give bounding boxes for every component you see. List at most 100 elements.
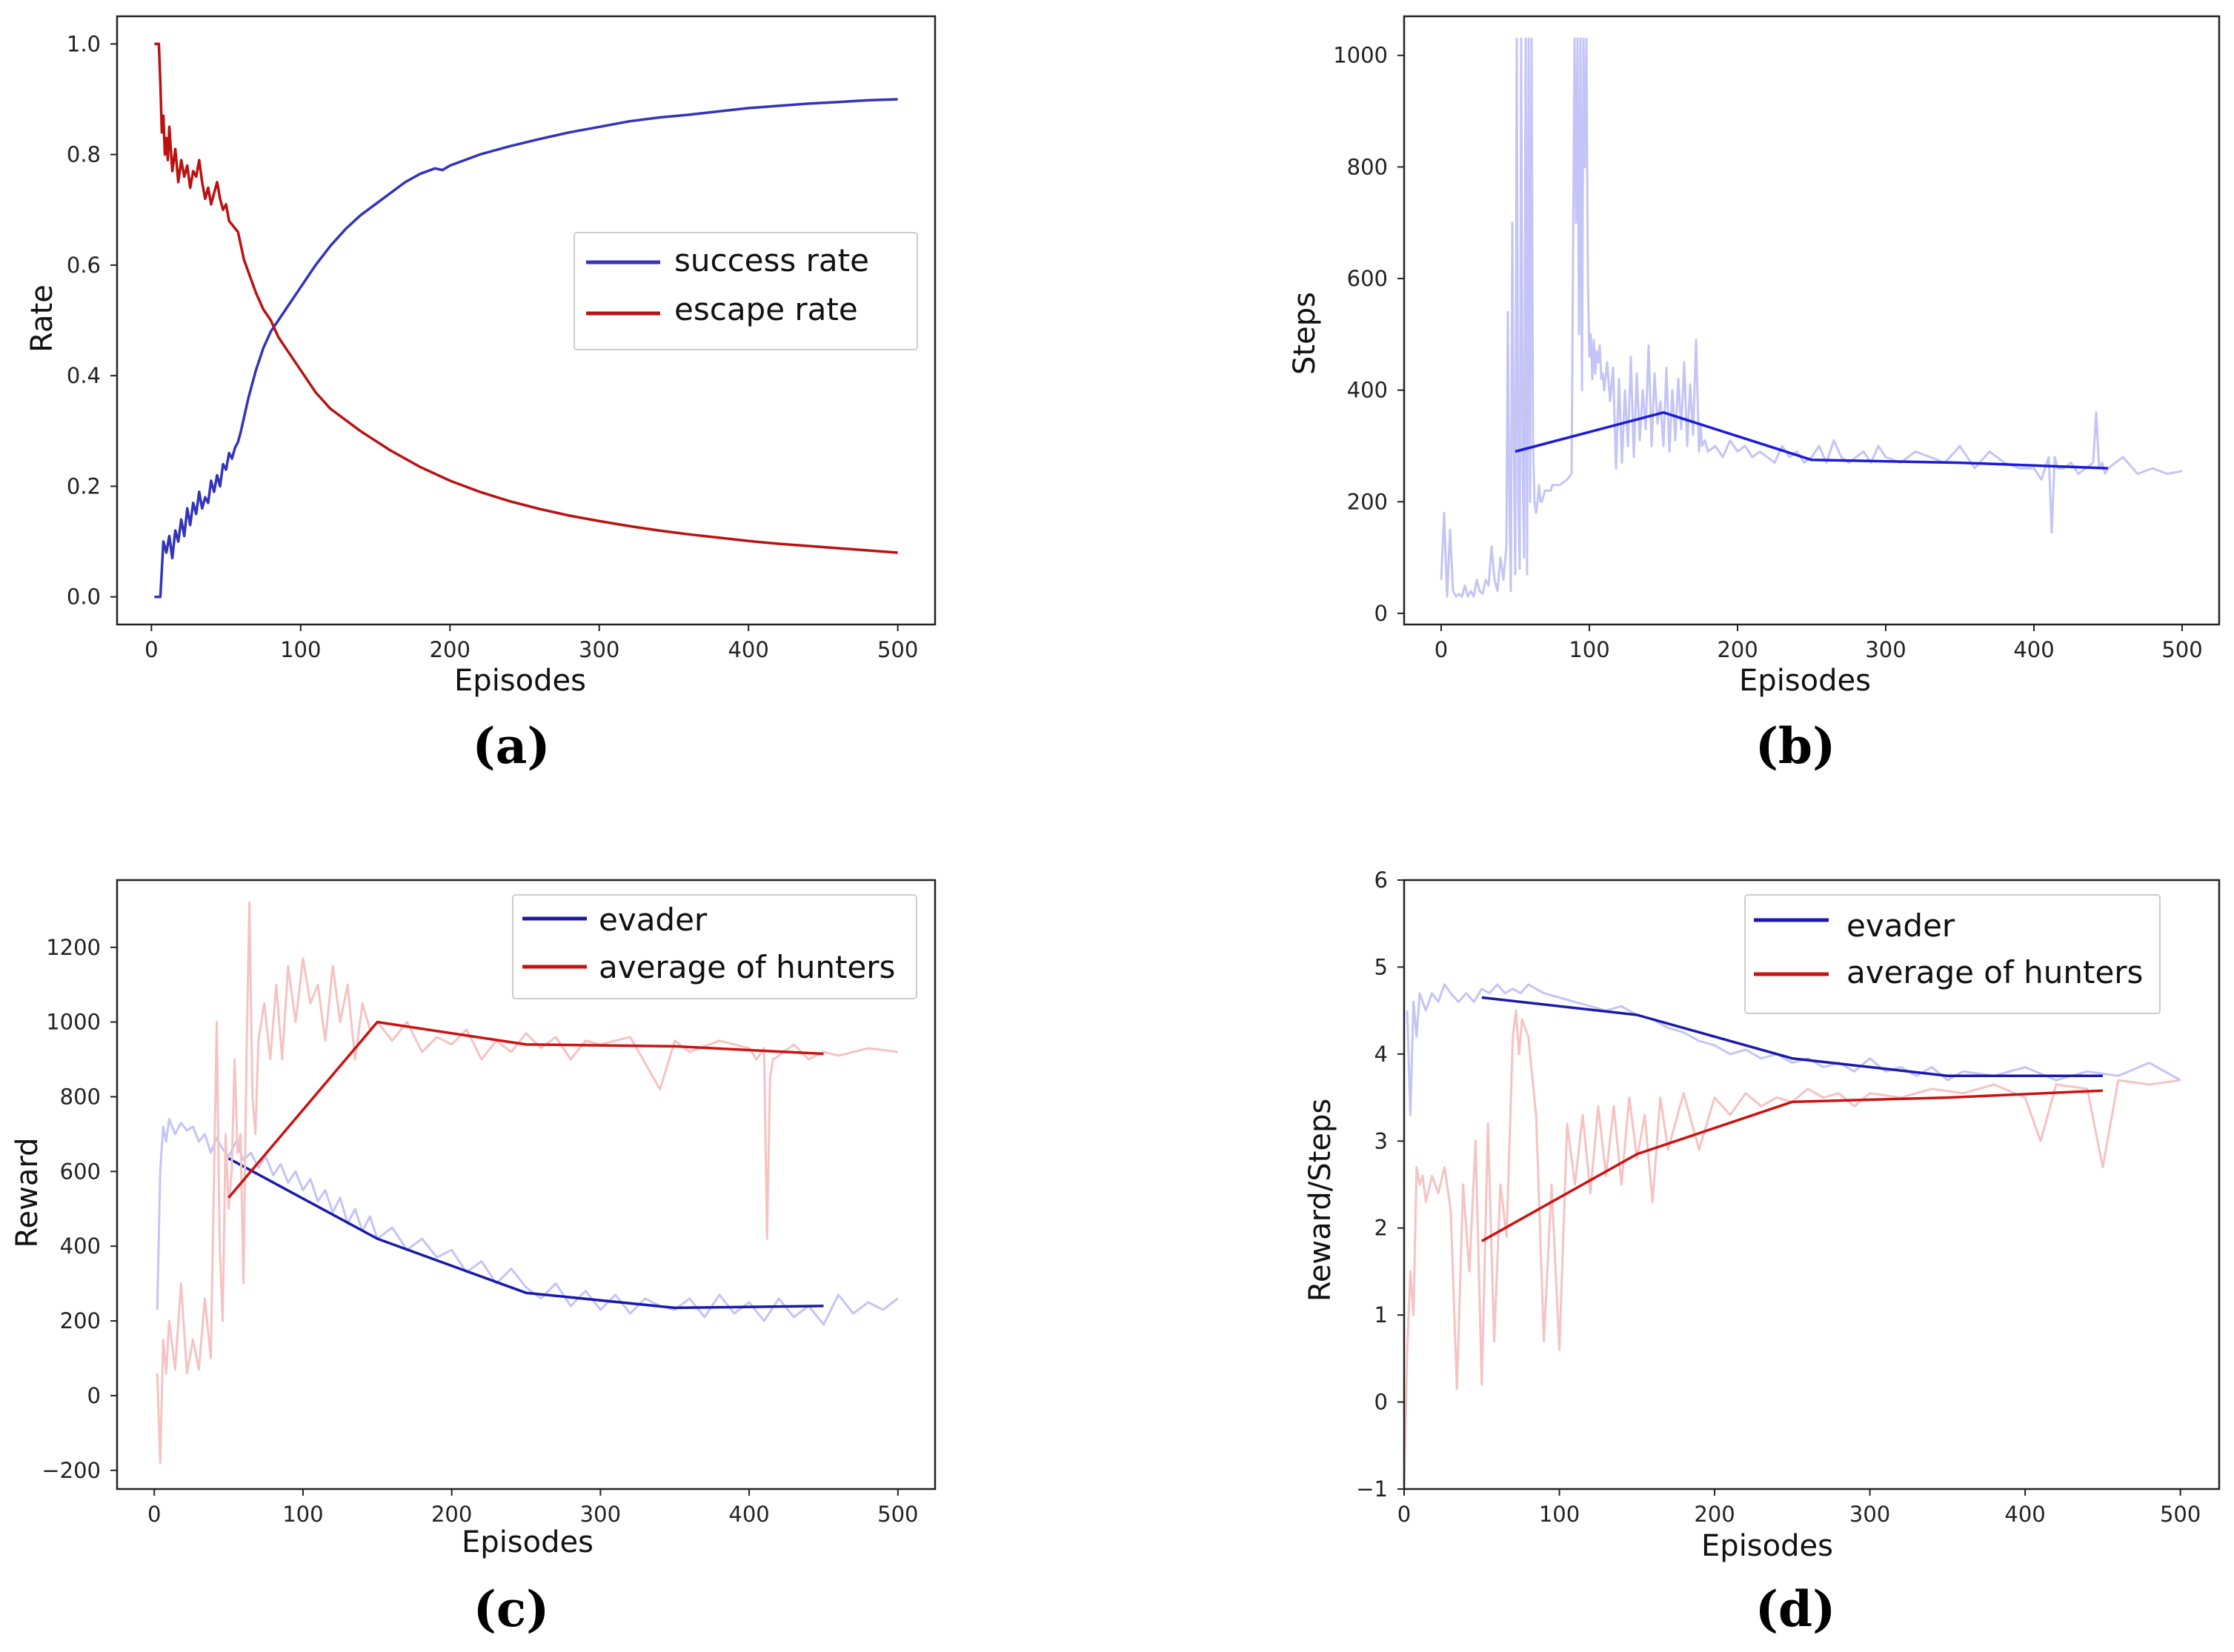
y-tick-label: 2 (1374, 1216, 1388, 1241)
legend: evader average of hunters (512, 894, 917, 999)
series-line-hunters-raw (156, 901, 898, 1465)
x-tick-label: 500 (877, 1502, 918, 1527)
y-tick-label: 6 (1374, 867, 1388, 893)
legend-label-success-rate: success rate (674, 242, 869, 279)
x-tick-label: 400 (2004, 1502, 2045, 1527)
y-tick-label: 0.4 (67, 363, 101, 388)
x-tick-label: 0 (1397, 1502, 1411, 1527)
legend-box (512, 894, 917, 999)
x-tick-label: 300 (1865, 637, 1906, 662)
x-tick-label: 400 (728, 637, 768, 662)
y-axis: 0 200 400 600 800 1000 (1333, 43, 1404, 626)
y-axis-label: Rate (25, 284, 59, 353)
x-axis: 0 100 200 300 400 500 (147, 1489, 918, 1527)
y-axis-label: Reward/Steps (1303, 1099, 1337, 1302)
y-tick-label: 400 (60, 1233, 101, 1259)
legend-label-average-of-hunters: average of hunters (599, 949, 895, 985)
y-tick-label: 0 (87, 1383, 101, 1408)
y-tick-label: 1.0 (67, 31, 101, 56)
x-tick-label: 200 (1694, 1502, 1735, 1527)
x-tick-label: 100 (282, 1502, 323, 1527)
y-tick-label: −1 (1356, 1476, 1388, 1502)
x-axis-label: Episodes (1701, 1529, 1833, 1563)
y-tick-label: 200 (1347, 489, 1388, 514)
plot-frame (1403, 879, 2221, 1491)
y-tick-label: 0.2 (67, 473, 101, 499)
x-tick-label: 0 (144, 637, 158, 662)
x-tick-label: 300 (1849, 1502, 1890, 1527)
y-tick-label: 1000 (46, 1010, 101, 1035)
x-tick-label: 400 (2013, 637, 2054, 662)
y-tick-label: 800 (60, 1084, 101, 1109)
x-tick-label: 100 (1539, 1502, 1580, 1527)
x-tick-label: 400 (728, 1502, 769, 1527)
x-axis-label: Episodes (1739, 664, 1871, 698)
y-tick-label: 600 (1347, 266, 1388, 291)
y-tick-label: 4 (1374, 1042, 1388, 1067)
x-axis-label: Episodes (462, 1525, 594, 1559)
chart-c: 0 100 200 300 400 500 −200 0 200 400 600 800 1000 12… (10, 879, 937, 1638)
y-tick-label: 1000 (1333, 43, 1388, 68)
legend-label-average-of-hunters: average of hunters (1846, 954, 2143, 990)
x-axis: 0 100 200 300 400 500 (1435, 625, 2203, 662)
legend-label-evader: evader (599, 902, 708, 938)
panel-label-d: (d) (1755, 1580, 1836, 1638)
y-axis: −200 0 200 400 600 800 1000 1200 (41, 935, 117, 1483)
y-axis-label: Reward (10, 1138, 44, 1248)
y-tick-label: 5 (1374, 954, 1388, 979)
series-line-success-rate (154, 98, 898, 599)
y-axis: 0.0 0.2 0.4 0.6 0.8 1.0 (67, 31, 117, 610)
y-tick-label: 600 (60, 1159, 101, 1184)
x-tick-label: 0 (1435, 637, 1448, 662)
panel-label-c: (c) (473, 1580, 550, 1638)
y-tick-label: 0 (1374, 601, 1388, 626)
x-tick-label: 100 (1569, 637, 1609, 662)
legend-box (1744, 894, 2161, 1014)
panel-label-b: (b) (1755, 717, 1836, 775)
series-line-evader (1481, 996, 2103, 1077)
y-axis: −1 0 1 2 3 4 5 6 (1356, 867, 1404, 1502)
x-tick-label: 200 (431, 1502, 472, 1527)
y-tick-label: 0 (1374, 1390, 1388, 1415)
x-tick-label: 500 (2161, 637, 2202, 662)
panel-label-a: (a) (472, 717, 550, 775)
y-tick-label: 200 (60, 1308, 101, 1333)
legend: success rate escape rate (574, 232, 918, 350)
series-line-hunters-raw (1403, 1009, 2181, 1490)
x-tick-label: 500 (2160, 1502, 2201, 1527)
legend-label-evader: evader (1846, 907, 1955, 944)
y-tick-label: 800 (1347, 154, 1388, 179)
chart-b: 0 100 200 300 400 500 0 200 400 600 800 1000 Episo… (1288, 15, 2221, 775)
series-line-escape-rate (154, 42, 898, 554)
series-line-average-of-hunters (227, 1020, 824, 1199)
x-tick-label: 200 (430, 637, 471, 662)
y-tick-label: 0.0 (67, 584, 101, 610)
y-axis-label: Steps (1288, 292, 1322, 375)
series-line-steps-average (1515, 411, 2109, 470)
legend: evader average of hunters (1744, 894, 2161, 1014)
x-tick-label: 300 (579, 637, 619, 662)
y-tick-label: 0.6 (67, 253, 101, 278)
series-line-evader (227, 1157, 824, 1310)
x-tick-label: 100 (280, 637, 321, 662)
x-tick-label: 0 (147, 1502, 161, 1527)
y-tick-label: 1 (1374, 1302, 1388, 1328)
plot-frame (1403, 15, 2221, 626)
y-tick-label: −200 (41, 1458, 101, 1483)
x-tick-label: 300 (580, 1502, 621, 1527)
y-tick-label: 3 (1374, 1128, 1388, 1153)
y-tick-label: 400 (1347, 378, 1388, 403)
x-axis-label: Episodes (454, 664, 586, 698)
series-line-steps-raw (1440, 37, 2183, 598)
x-axis: 0 100 200 300 400 500 (1397, 1489, 2201, 1527)
x-tick-label: 500 (877, 637, 918, 662)
chart-a: 0 100 200 300 400 500 0.0 0.2 0.4 0.6 0.8 1.0 Epis… (25, 15, 937, 775)
chart-d: 0 100 200 300 400 500 −1 0 1 2 3 4 5 6 Episodes Rewa… (1303, 867, 2221, 1638)
plot-frame (116, 879, 937, 1491)
plot-frame (116, 15, 937, 626)
y-tick-label: 1200 (46, 935, 101, 960)
y-tick-label: 0.8 (67, 142, 101, 167)
legend-label-escape-rate: escape rate (674, 291, 858, 327)
x-axis: 0 100 200 300 400 500 (144, 625, 918, 662)
